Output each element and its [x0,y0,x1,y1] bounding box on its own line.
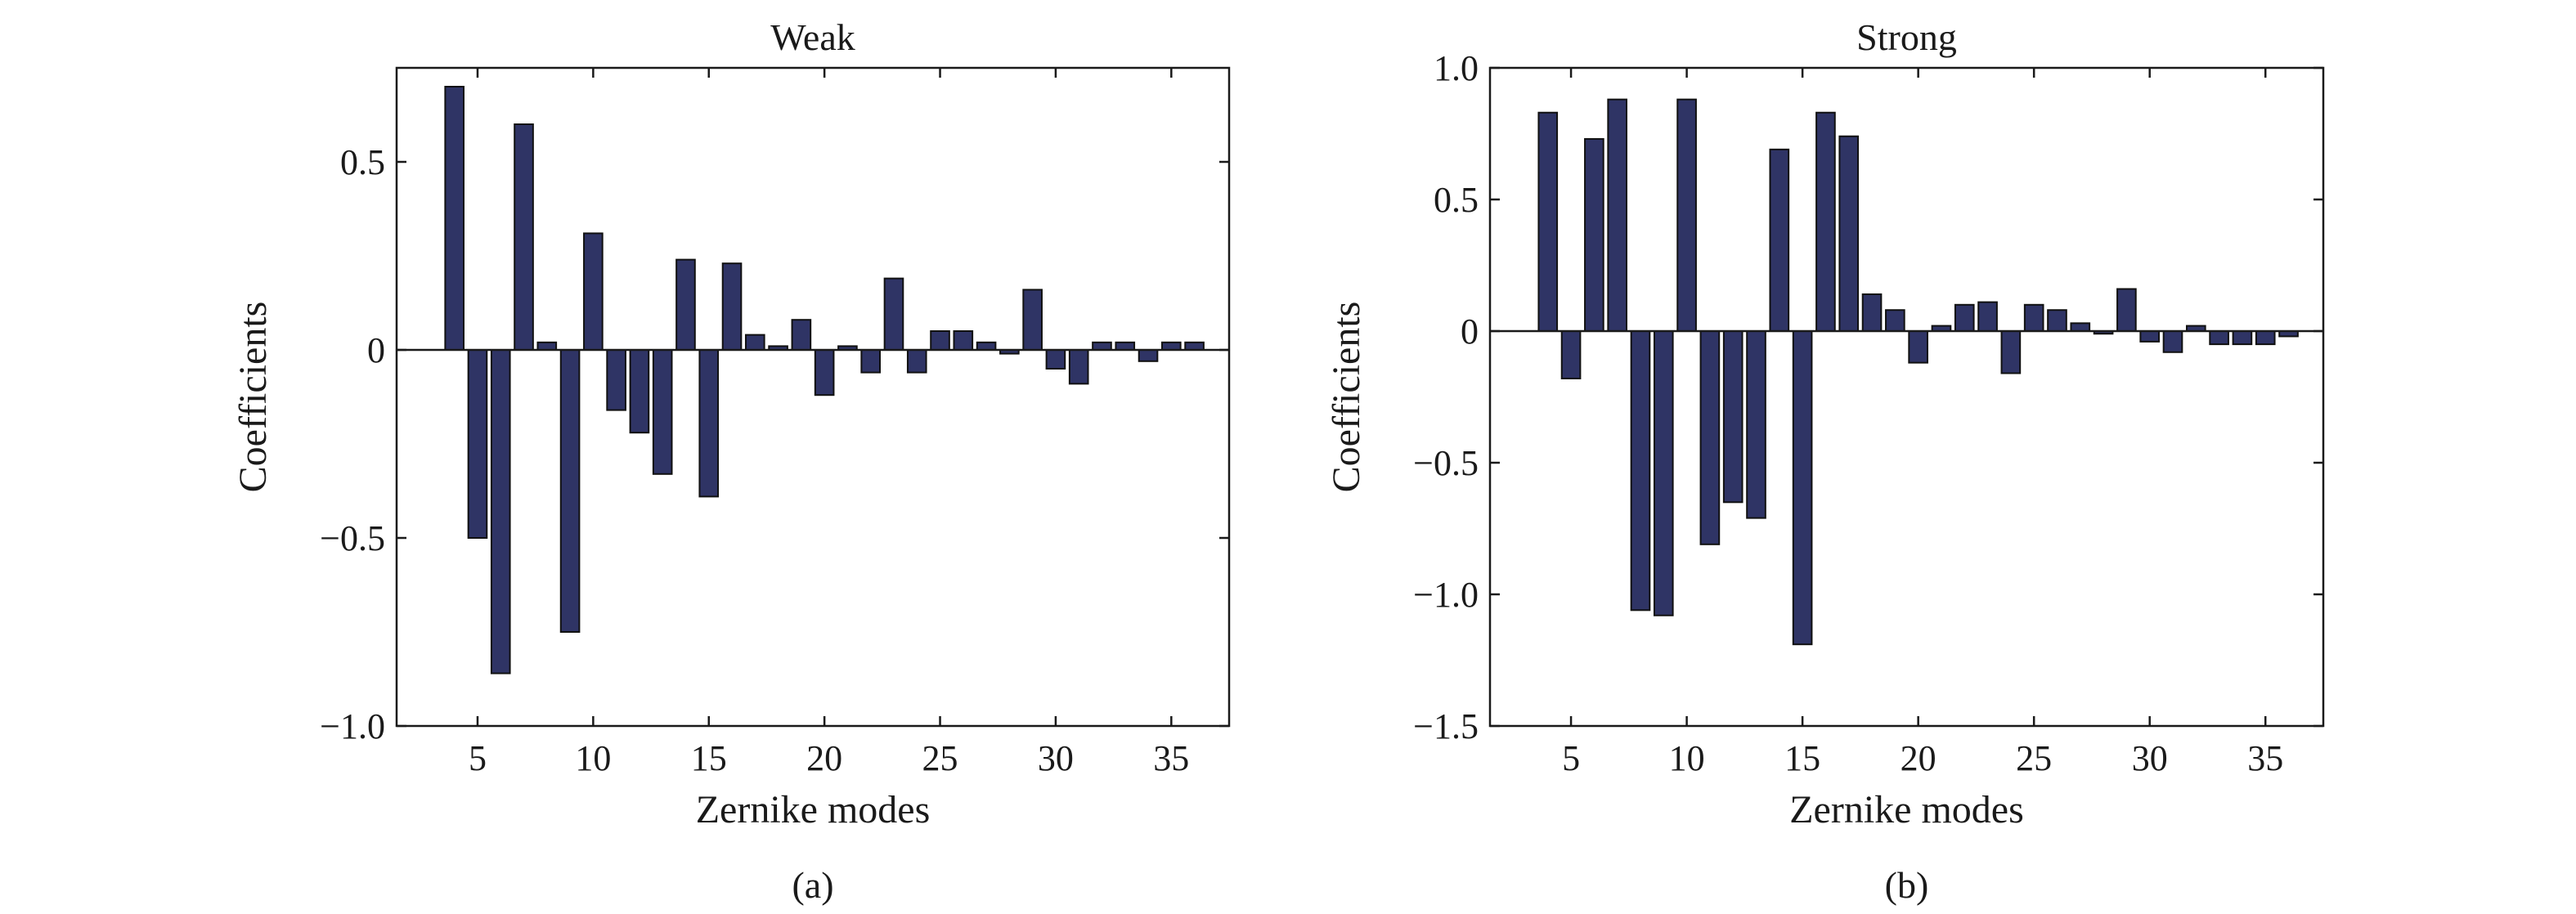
weak-bar-mode-8 [536,341,558,351]
weak-chart-title: Weak [770,16,855,58]
strong-bar-mode-24 [2000,330,2022,374]
strong-ytick-label: −1.5 [1413,706,1479,746]
weak-bar-mode-17 [744,334,765,352]
strong-xtick-label: 35 [2247,738,2283,778]
weak-bar-mode-6 [490,349,511,674]
weak-ytick-label: −0.5 [320,518,385,558]
panel-strong: Strong −1.5 −1.0 −0.5 0 0.5 1.0 5 10 15 20 25 30 35 Ze… [1325,16,2325,906]
weak-bar-mode-7 [514,123,534,351]
panel-weak: Weak −1.0 −0.5 0 0.5 5 10 15 20 25 30 35 Zernike mod… [231,16,1231,906]
strong-bar-mode-35 [2255,330,2276,346]
weak-bar-mode-32 [1092,341,1112,351]
weak-bar-mode-13 [652,349,673,475]
strong-xtick-label: 5 [1562,738,1580,778]
weak-bar-mode-31 [1068,349,1089,385]
weak-bar-mode-23 [883,277,904,352]
strong-ytick-label: 0 [1461,311,1479,352]
weak-bar-mode-34 [1138,349,1159,362]
strong-bar-mode-29 [2116,288,2137,333]
strong-bar-mode-11 [1699,330,1721,545]
strong-bar-mode-31 [2162,330,2183,353]
strong-ytick-label: 0.5 [1434,180,1479,220]
weak-x-axis-label: Zernike modes [696,788,931,831]
strong-y-axis-label: Coefficients [1325,302,1368,493]
weak-bar-mode-22 [860,349,882,374]
strong-xtick-label: 20 [1901,738,1936,778]
strong-bar-mode-12 [1722,330,1744,504]
weak-bar-mode-11 [606,349,626,411]
weak-bar-mode-15 [698,349,720,498]
strong-xtick-label: 15 [1784,738,1820,778]
weak-xtick-label: 35 [1153,738,1189,778]
weak-ytick-label: 0.5 [340,142,385,182]
strong-bar-mode-7 [1607,98,1627,332]
weak-xtick-label: 5 [469,738,487,778]
weak-xtick-label: 25 [922,738,958,778]
weak-bar-mode-5 [467,349,488,539]
strong-bar-mode-8 [1630,330,1651,612]
strong-bar-mode-27 [2070,322,2091,332]
strong-bar-mode-13 [1746,330,1766,519]
strong-ytick-label: 1.0 [1434,48,1479,88]
strong-bar-mode-10 [1676,98,1697,332]
strong-panel-caption: (b) [1885,864,1929,906]
weak-xtick-label: 15 [691,738,727,778]
weak-bar-mode-30 [1045,349,1066,370]
weak-bar-mode-4 [444,86,465,351]
strong-ytick-label: −0.5 [1413,443,1479,483]
strong-bar-mode-33 [2209,330,2229,346]
weak-ytick-label: −1.0 [320,706,385,746]
weak-bar-mode-27 [976,341,997,351]
strong-bar-mode-25 [2023,303,2044,332]
strong-bar-mode-22 [1954,303,1975,332]
weak-bar-mode-20 [814,349,835,397]
weak-bar-mode-24 [906,349,927,374]
strong-ytick-label: −1.0 [1413,575,1479,615]
strong-bar-mode-9 [1653,330,1674,616]
weak-panel-caption: (a) [792,864,833,906]
strong-bar-mode-18 [1861,293,1883,333]
weak-ytick-label: 0 [367,330,385,370]
weak-bar-mode-10 [583,232,604,351]
weak-bar-mode-9 [559,349,581,633]
strong-xtick-label: 10 [1669,738,1705,778]
strong-bar-mode-20 [1908,330,1928,364]
strong-bar-mode-26 [2047,309,2067,332]
weak-xtick-label: 30 [1038,738,1074,778]
weak-bar-mode-35 [1160,341,1182,351]
strong-bar-mode-17 [1838,135,1860,332]
strong-xtick-label: 25 [2016,738,2052,778]
strong-bar-mode-5 [1560,330,1582,379]
weak-bar-mode-12 [629,349,650,434]
weak-bar-mode-36 [1184,341,1205,351]
weak-bar-mode-33 [1115,341,1136,351]
weak-bar-mode-26 [953,330,974,351]
strong-bar-mode-30 [2139,330,2161,343]
weak-bar-mode-14 [675,258,696,352]
weak-xtick-label: 10 [575,738,611,778]
strong-bar-mode-15 [1792,330,1813,646]
strong-bar-mode-19 [1885,309,1905,332]
weak-xtick-label: 20 [806,738,842,778]
weak-plot-frame [395,66,1231,728]
weak-bar-mode-25 [930,330,950,351]
strong-bar-mode-6 [1584,137,1604,332]
strong-bar-mode-14 [1769,148,1790,332]
strong-xtick-label: 30 [2132,738,2168,778]
weak-bar-mode-19 [791,319,812,352]
weak-bar-mode-16 [721,262,743,352]
weak-bar-mode-29 [1022,289,1043,351]
strong-bar-mode-23 [1977,301,1998,332]
weak-y-axis-label: Coefficients [231,302,275,493]
strong-plot-frame [1488,66,2325,728]
strong-bar-mode-16 [1815,111,1836,333]
strong-bar-mode-34 [2232,330,2253,346]
strong-chart-title: Strong [1856,16,1957,58]
strong-bar-mode-4 [1537,111,1559,333]
strong-x-axis-label: Zernike modes [1789,788,2024,831]
